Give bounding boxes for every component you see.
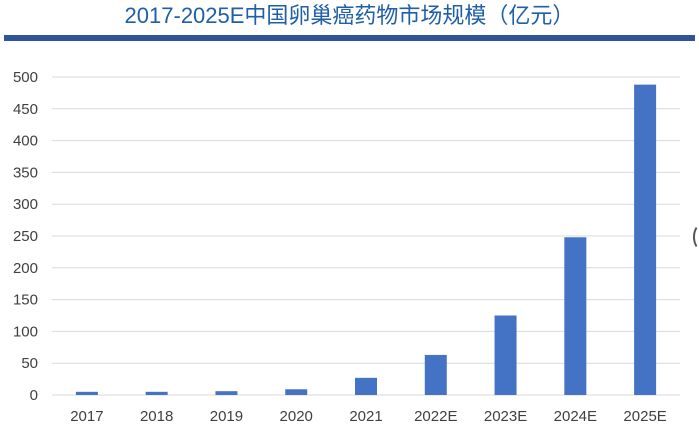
y-tick-label: 400 [13,133,38,150]
bar-2017 [75,391,98,395]
bar-2019 [215,391,238,395]
y-tick-label: 200 [13,260,38,277]
x-tick-label: 2020 [280,408,313,425]
y-tick-label: 450 [13,101,38,118]
x-tick-label: 2024E [554,408,597,425]
bar-2018 [145,391,168,395]
x-tick-label: 2019 [210,408,243,425]
bar-2021 [355,377,377,395]
bar-2022E [424,354,447,395]
y-tick-label: 50 [21,355,38,372]
title-underline [4,35,695,41]
bar-2025E [634,84,657,395]
x-tick-label: 2018 [140,408,173,425]
x-axis-ticks: 2017 2018 2019 2020 2021 2022E 2023E 2024E 2025E [70,408,667,425]
y-tick-label: 500 [13,69,38,86]
cropped-edge-glyph [693,224,699,250]
bars [75,84,657,395]
y-tick-label: 300 [13,196,38,213]
chart-title: 2017-2025E中国卵巢癌药物市场规模（亿元） [124,3,575,28]
x-tick-label: 2025E [623,408,666,425]
y-tick-label: 0 [30,387,38,404]
x-tick-label: 2017 [70,408,103,425]
x-tick-label: 2021 [349,408,382,425]
y-tick-label: 150 [13,292,38,309]
bar-2020 [285,389,308,395]
x-tick-label: 2022E [414,408,457,425]
bar-2023E [494,315,517,395]
y-tick-label: 250 [13,228,38,245]
y-tick-label: 350 [13,164,38,181]
y-axis-ticks: 0 50 100 150 200 250 300 350 400 450 500 [13,69,38,404]
bar-2024E [564,237,587,395]
x-tick-label: 2023E [484,408,527,425]
y-tick-label: 100 [13,323,38,340]
